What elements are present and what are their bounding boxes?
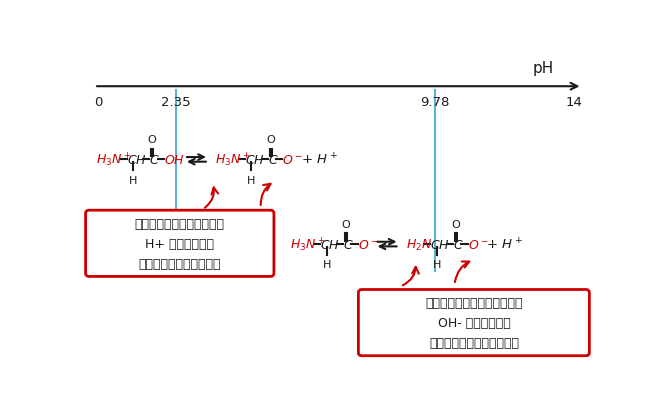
Text: $+\ H^+$: $+\ H^+$	[486, 237, 523, 252]
FancyArrowPatch shape	[403, 267, 419, 286]
Text: $C$: $C$	[149, 153, 160, 166]
FancyArrowPatch shape	[205, 188, 218, 208]
Text: O: O	[267, 134, 275, 145]
Text: 9.78: 9.78	[420, 96, 450, 109]
Text: O: O	[148, 134, 156, 145]
Text: $O^-$: $O^-$	[358, 238, 378, 251]
Text: $O^-$: $O^-$	[468, 238, 488, 251]
Text: 14: 14	[566, 96, 582, 109]
Text: $H_2N$: $H_2N$	[406, 237, 432, 252]
Text: H: H	[323, 260, 331, 270]
FancyBboxPatch shape	[358, 290, 589, 356]
Text: O: O	[342, 219, 350, 229]
Text: $O^-$: $O^-$	[282, 153, 303, 166]
Text: $H_3N^+$: $H_3N^+$	[96, 151, 132, 168]
Text: 0: 0	[94, 96, 102, 109]
Text: H: H	[432, 260, 441, 270]
Text: pH: pH	[533, 61, 554, 76]
FancyArrowPatch shape	[261, 184, 271, 206]
Text: H: H	[129, 175, 137, 185]
FancyArrowPatch shape	[455, 262, 469, 282]
Text: $H_3N^+$: $H_3N^+$	[215, 151, 251, 168]
Text: 溶液の酸性度が強くなると
H+ がありすぎて
カルボキシ基に付加する: 溶液の酸性度が強くなると H+ がありすぎて カルボキシ基に付加する	[135, 217, 225, 270]
Text: $CH$: $CH$	[430, 238, 450, 251]
Text: $H_3N^+$: $H_3N^+$	[290, 236, 326, 253]
Text: 2.35: 2.35	[161, 96, 191, 109]
FancyBboxPatch shape	[86, 211, 274, 277]
Text: $CH$: $CH$	[246, 153, 265, 166]
Text: $CH$: $CH$	[127, 153, 147, 166]
Text: $OH$: $OH$	[164, 153, 185, 166]
Text: H: H	[248, 175, 255, 185]
Text: $C$: $C$	[343, 238, 354, 251]
Text: $+\ H^+$: $+\ H^+$	[301, 152, 338, 168]
Text: $C$: $C$	[453, 238, 463, 251]
Text: $CH$: $CH$	[320, 238, 340, 251]
Text: O: O	[451, 219, 461, 229]
Text: 溶液の塩基性度が強くなると
OH- がありすぎて
アミノ基の水素と中和する: 溶液の塩基性度が強くなると OH- がありすぎて アミノ基の水素と中和する	[425, 296, 523, 349]
Text: $C$: $C$	[268, 153, 279, 166]
